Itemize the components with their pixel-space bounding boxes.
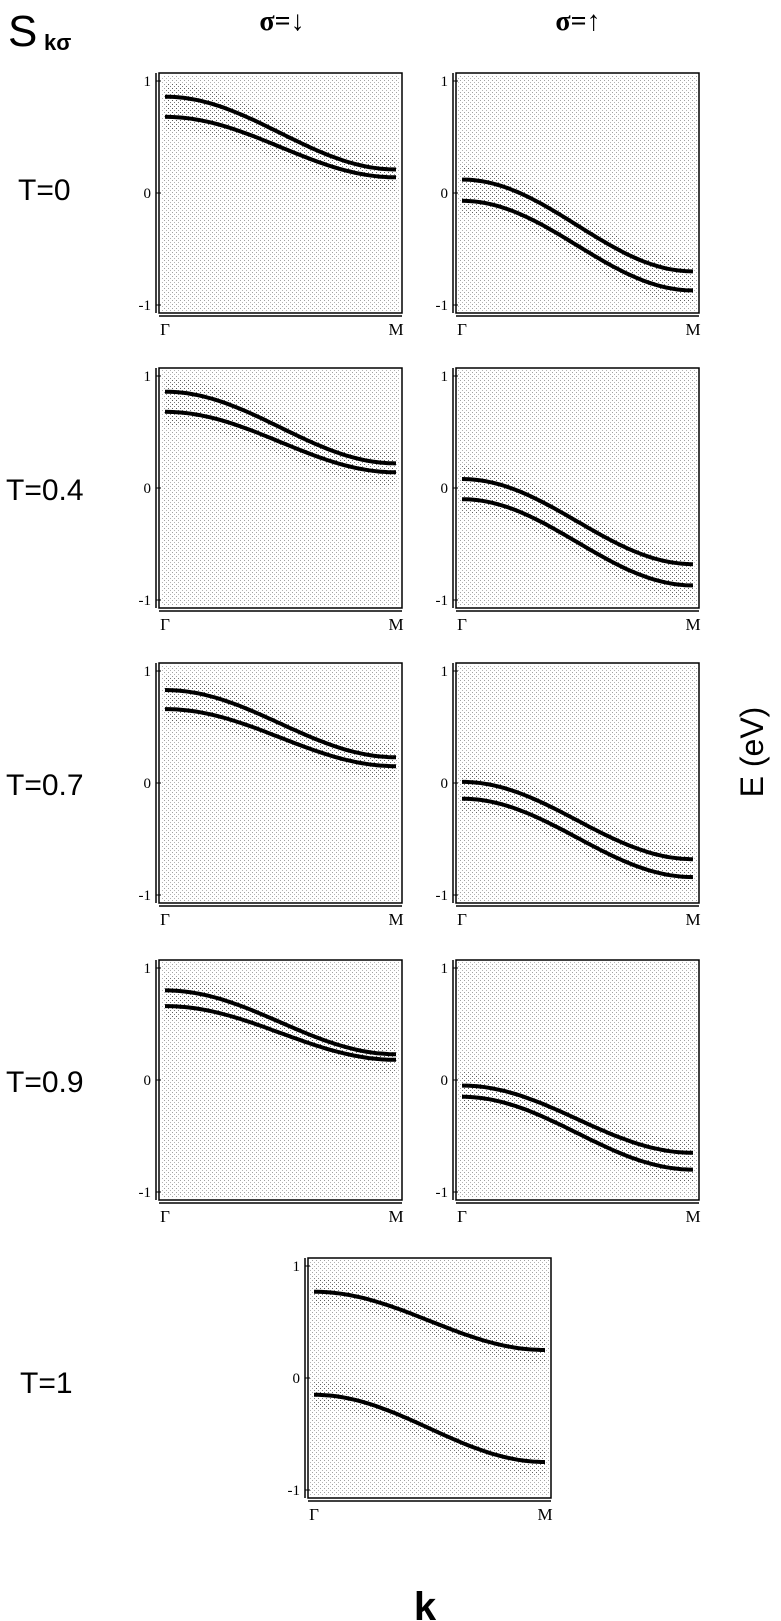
x-tick-label: Γ [457, 320, 467, 339]
y-tick-label: 0 [293, 1371, 301, 1387]
x-tick-label: Γ [160, 320, 170, 339]
corner-label: S kσ [8, 7, 71, 56]
y-tick-label: 0 [144, 776, 152, 792]
band-line-0 [462, 1083, 693, 1155]
y-tick-label: 1 [441, 369, 449, 385]
band-line-1 [165, 1004, 396, 1062]
y-tick-label: 1 [441, 961, 449, 977]
band-line-1 [462, 1094, 693, 1172]
panel-0: 1 0 -1 Γ M [139, 72, 404, 339]
band-line-1 [164, 114, 396, 180]
panel-2: 1 0 -1 Γ M [139, 367, 404, 634]
band-line-1 [461, 198, 693, 293]
x-tick-label: Γ [457, 615, 467, 634]
x-tick-label: M [685, 1207, 700, 1226]
y-tick-label: -1 [139, 298, 152, 314]
panel-6: 1 0 -1 Γ M [139, 959, 404, 1226]
x-tick-label: Γ [160, 615, 170, 634]
band-line-1 [462, 796, 694, 880]
y-tick-label: 1 [144, 961, 152, 977]
y-tick-label: 0 [144, 1073, 152, 1089]
y-tick-label: 0 [441, 186, 449, 202]
band-line-0 [165, 988, 396, 1057]
band-line-0 [461, 477, 694, 567]
col-header-spin-up: σ=↑ [555, 6, 600, 37]
y-tick-label: 1 [144, 369, 152, 385]
y-tick-label: 0 [144, 481, 152, 497]
x-tick-label: M [388, 910, 403, 929]
y-tick-label: -1 [436, 298, 449, 314]
y-tick-label: -1 [139, 888, 152, 904]
x-tick-label: M [388, 320, 403, 339]
panel-3: 1 0 -1 Γ M [436, 367, 701, 634]
x-tick-label: M [388, 615, 403, 634]
band-line-0 [165, 94, 397, 172]
y-tick-label: 0 [441, 1073, 449, 1089]
row-label-t04: T=0.4 [6, 474, 84, 507]
y-tick-label: -1 [139, 593, 152, 609]
y-tick-label: 0 [144, 186, 152, 202]
panel-7: 1 0 -1 Γ M [436, 959, 701, 1226]
y-tick-label: 1 [441, 74, 449, 90]
x-tick-label: Γ [160, 910, 170, 929]
band-line-0 [164, 688, 396, 760]
y-tick-label: 1 [441, 664, 449, 680]
x-axis-label: k [414, 1585, 437, 1621]
col-header-spin-down: σ=↓ [259, 6, 304, 37]
y-tick-label: -1 [436, 1185, 449, 1201]
row-label-t0: T=0 [18, 174, 71, 207]
y-tick-label: -1 [436, 888, 449, 904]
x-tick-label: Γ [160, 1207, 170, 1226]
row-label-t07: T=0.7 [6, 769, 84, 802]
corner-label-sub: kσ [44, 30, 71, 55]
y-tick-label: 1 [144, 664, 152, 680]
band-line-1 [314, 1392, 545, 1464]
y-tick-label: -1 [288, 1483, 301, 1499]
x-tick-label: M [685, 320, 700, 339]
x-tick-label: Γ [457, 910, 467, 929]
panel-4: 1 0 -1 Γ M [139, 662, 404, 929]
band-line-0 [462, 177, 694, 274]
x-tick-label: M [388, 1207, 403, 1226]
y-tick-label: 0 [441, 481, 449, 497]
band-line-0 [165, 389, 397, 466]
corner-label-main: S [8, 7, 37, 56]
band-line-1 [165, 707, 396, 769]
y-tick-label: 1 [144, 74, 152, 90]
y-axis-label: E (eV) [734, 707, 770, 798]
band-line-1 [164, 409, 396, 475]
x-tick-label: M [537, 1505, 552, 1524]
y-tick-label: -1 [436, 593, 449, 609]
y-tick-label: 1 [293, 1259, 301, 1275]
band-line-0 [462, 779, 694, 862]
y-tick-label: -1 [139, 1185, 152, 1201]
x-tick-label: M [685, 910, 700, 929]
row-label-t1: T=1 [20, 1367, 73, 1400]
band-line-0 [314, 1289, 545, 1352]
panels-group: 1 0 -1 Γ M 1 0 -1 Γ M 1 0 -1 Γ M 1 0 -1 Γ M 1 0 -1 Γ M 1 0 -1 Γ M 1 0 -1… [139, 72, 701, 1524]
panel-5: 1 0 -1 Γ M [436, 662, 701, 929]
row-label-t09: T=0.9 [6, 1066, 84, 1099]
band-line-1 [461, 497, 693, 588]
panel-8: 1 0 -1 Γ M [288, 1257, 553, 1524]
x-tick-label: M [685, 615, 700, 634]
x-tick-label: Γ [309, 1505, 319, 1524]
panel-1: 1 0 -1 Γ M [436, 72, 701, 339]
y-tick-label: 0 [441, 776, 449, 792]
x-tick-label: Γ [457, 1207, 467, 1226]
